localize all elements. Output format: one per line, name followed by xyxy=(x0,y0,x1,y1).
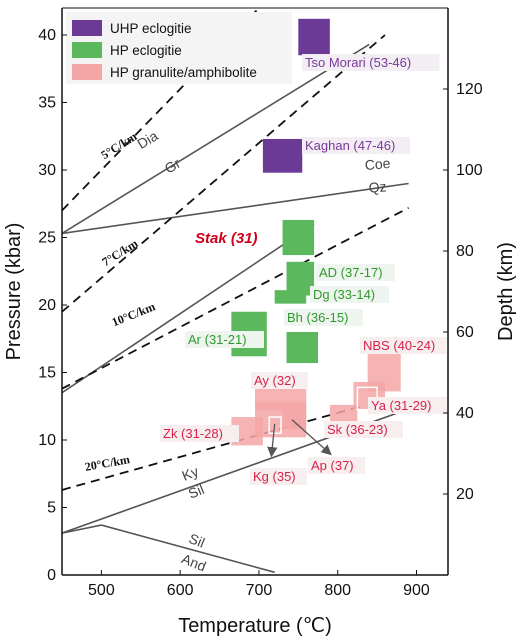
sample-label-bg-9 xyxy=(368,397,447,414)
y2-tick-label-2: 60 xyxy=(456,324,474,341)
sample-box-4 xyxy=(274,290,307,304)
reaction-line-0 xyxy=(62,43,370,235)
reaction-label-0-1: Gr xyxy=(162,155,184,177)
x-tick-label-3: 800 xyxy=(324,582,351,599)
y-tick-label-3: 15 xyxy=(38,365,56,382)
sample-label-13: Ap (37) xyxy=(311,458,354,473)
sample-box-2 xyxy=(282,219,315,256)
reaction-line-4 xyxy=(101,524,275,574)
reaction-label-4-1: And xyxy=(179,550,208,574)
sample-label-bg-8 xyxy=(251,372,309,389)
legend-swatch-1 xyxy=(72,42,102,58)
sample-label-11: Zk (31-28) xyxy=(163,426,223,441)
reaction-label-3-0: Ky xyxy=(180,463,201,484)
sample-label-8: Ay (32) xyxy=(254,373,296,388)
legend: UHP eclogitie HP eclogitie HP granulite/am… xyxy=(66,12,292,84)
y-tick-label-1: 5 xyxy=(47,500,56,517)
geotherm-label-3: 20°C/km xyxy=(84,452,131,474)
sample-label-9: Ya (31-29) xyxy=(371,398,431,413)
legend-swatch-2 xyxy=(72,64,102,80)
sample-label-bg-12 xyxy=(250,468,308,485)
y-tick-label-4: 20 xyxy=(38,297,56,314)
y2-tick-label-0: 20 xyxy=(456,486,474,503)
sample-label-2: Stak (31) xyxy=(195,230,258,247)
y-tick-label-0: 0 xyxy=(47,567,56,584)
y-tick-label-5: 25 xyxy=(38,230,56,247)
geotherm-label-1: 7°C/km xyxy=(99,236,140,269)
sample-label-3: AD (37-17) xyxy=(319,265,383,280)
sample-label-0: Tso Morari (53-46) xyxy=(305,55,411,70)
reaction-line-2 xyxy=(62,223,315,394)
reaction-label-3-1: Sil xyxy=(186,481,206,502)
reaction-line-1 xyxy=(62,182,409,235)
x-tick-label-4: 900 xyxy=(403,582,430,599)
sample-label-bg-6 xyxy=(185,331,264,348)
legend-bg xyxy=(66,12,292,84)
sample-label-1: Kaghan (47-46) xyxy=(305,138,395,153)
geotherm-line-1 xyxy=(62,34,386,313)
reaction-label-1-1: Qz xyxy=(368,178,387,195)
legend-label-0: UHP eclogitie xyxy=(110,21,192,36)
axes: 500 600 700 800 900 0 5 10 15 20 25 30 35 40 20 40 60 80 1… xyxy=(3,7,517,637)
x-tick-label-2: 700 xyxy=(246,582,273,599)
kg-outline-box xyxy=(268,416,282,434)
legend-label-1: HP eclogitie xyxy=(110,43,182,58)
triple-point-segment xyxy=(62,524,102,534)
geotherm-label-2: 10°C/km xyxy=(110,299,157,329)
sample-label-bg-10 xyxy=(324,421,403,438)
y-tick-label-6: 30 xyxy=(38,162,56,179)
y2-tick-label-4: 100 xyxy=(456,162,483,179)
y-tick-label-8: 40 xyxy=(38,27,56,44)
geotherm-label-0: 5°C/km xyxy=(98,129,139,162)
y2-tick-label-5: 120 xyxy=(456,81,483,98)
sample-box-1 xyxy=(262,138,303,173)
x-axis-label: Temperature (℃) xyxy=(178,615,332,637)
y2-axis-label: Depth (km) xyxy=(495,242,517,341)
sample-label-bg-0 xyxy=(302,54,440,71)
sample-label-bg-13 xyxy=(308,457,366,474)
y2-tick-label-3: 80 xyxy=(456,243,474,260)
sample-label-4: Dg (33-14) xyxy=(313,287,375,302)
sample-label-bg-3 xyxy=(316,264,395,281)
x-tick-label-0: 500 xyxy=(88,582,115,599)
y-tick-label-7: 35 xyxy=(38,95,56,112)
sample-label-5: Bh (36-15) xyxy=(287,310,348,325)
legend-label-2: HP granulite/amphibolite xyxy=(110,65,257,80)
sample-box-3 xyxy=(286,261,315,296)
sample-box-0 xyxy=(298,18,330,56)
sample-labels: Tso Morari (53-46) Kaghan (47-46) Stak (31… xyxy=(160,54,447,485)
legend-swatch-0 xyxy=(72,20,102,36)
y-axis-label: Pressure (kbar) xyxy=(3,223,25,361)
y-tick-label-2: 10 xyxy=(38,432,56,449)
kg-arrow xyxy=(267,423,278,458)
sample-label-12: Kg (35) xyxy=(253,469,296,484)
geotherm-line-3 xyxy=(62,405,362,491)
sample-box-5 xyxy=(286,332,319,364)
sample-label-bg-11 xyxy=(160,425,239,442)
sample-label-bg-5 xyxy=(284,309,363,326)
reaction-label-1-0: Coe xyxy=(364,155,391,173)
x-tick-label-1: 600 xyxy=(167,582,194,599)
sample-label-7: NBS (40-24) xyxy=(363,338,435,353)
ap-arrow xyxy=(291,419,332,456)
geotherm-line-2 xyxy=(62,207,410,390)
reaction-label-4-0: Sil xyxy=(187,530,207,551)
geotherm-line-0 xyxy=(62,8,260,212)
sample-box-13 xyxy=(282,404,307,430)
sample-label-bg-4 xyxy=(310,286,389,303)
sample-label-6: Ar (31-21) xyxy=(188,332,247,347)
sample-label-10: Sk (36-23) xyxy=(327,422,388,437)
sample-label-bg-1 xyxy=(302,137,411,154)
y2-tick-label-1: 40 xyxy=(456,405,474,422)
sample-label-bg-7 xyxy=(360,337,447,354)
